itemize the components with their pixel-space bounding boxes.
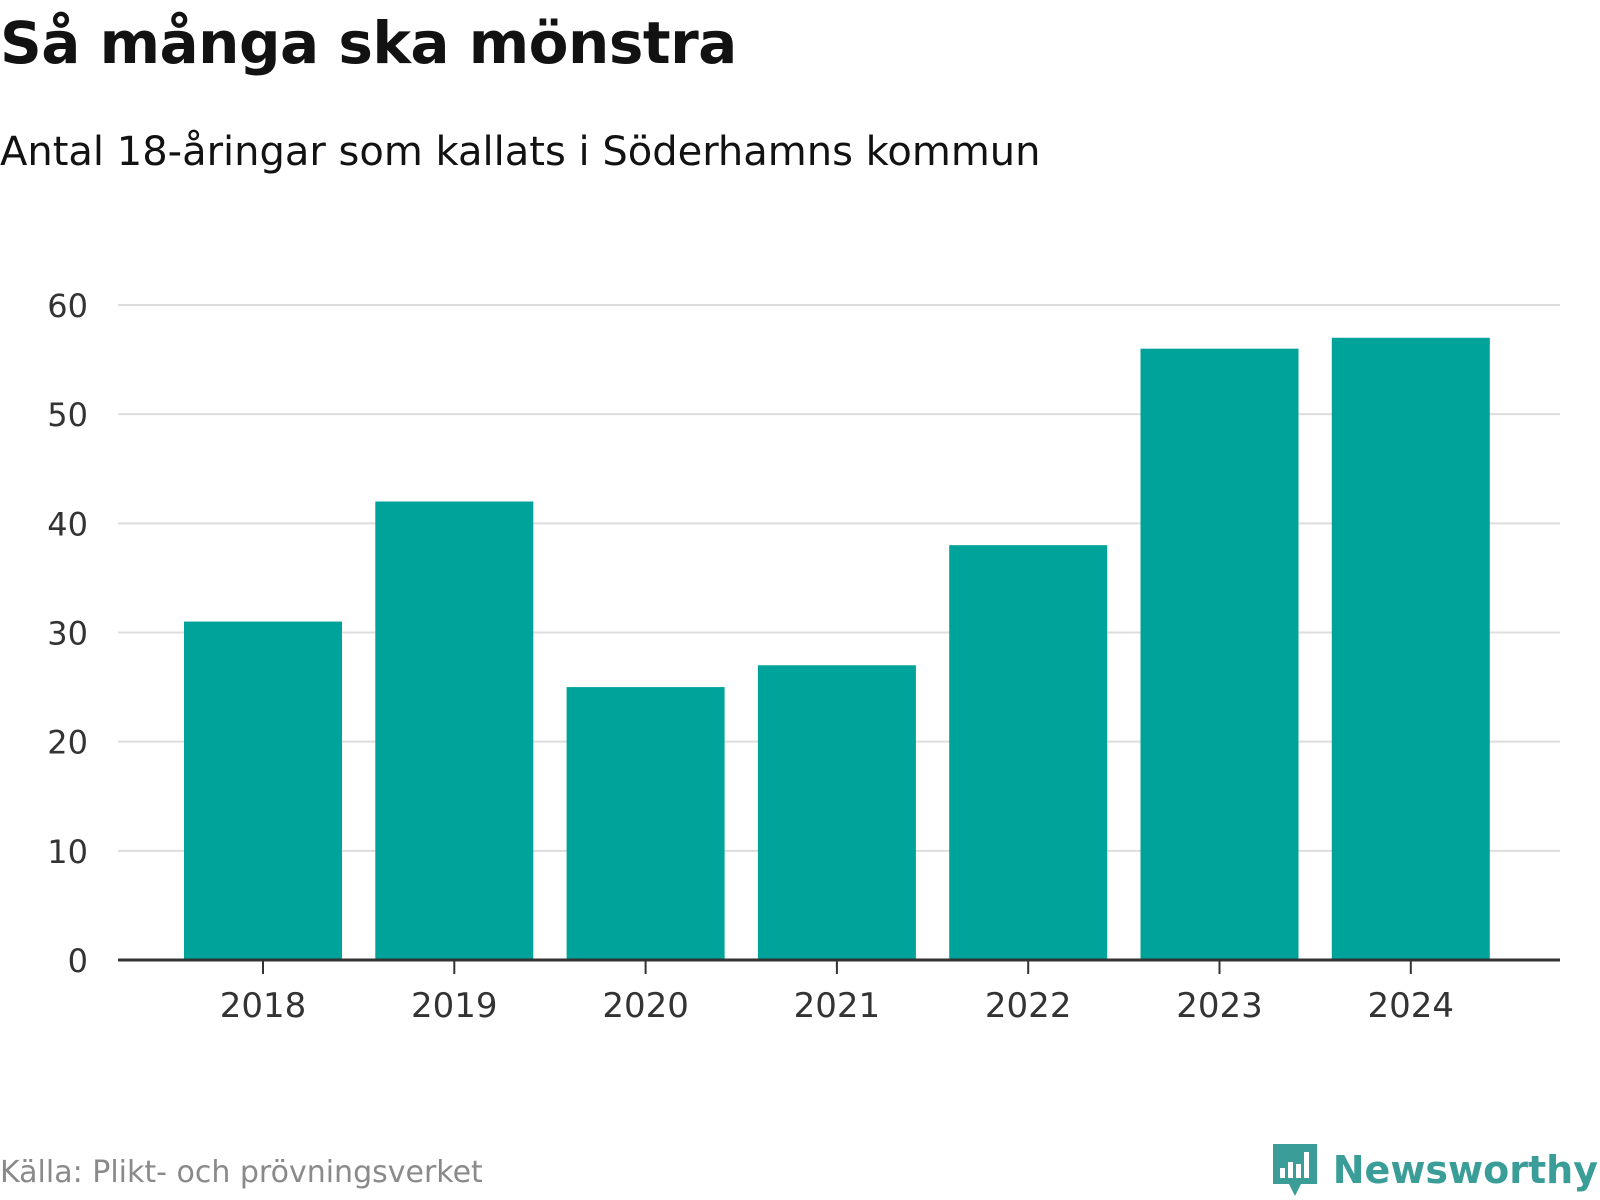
y-tick-label: 10: [47, 833, 88, 871]
bar-2021: [757, 665, 916, 960]
bar-2019: [375, 501, 534, 960]
brand-logo[interactable]: Newsworthy: [1269, 1140, 1598, 1200]
chart-subtitle: Antal 18-åringar som kallats i Söderhamn…: [0, 129, 1041, 175]
x-tick-label: 2024: [1368, 986, 1455, 1026]
y-tick-label: 60: [47, 287, 88, 325]
x-tick-label: 2023: [1176, 986, 1263, 1026]
newsworthy-logo-icon: [1272, 1144, 1317, 1196]
axes: 0 10 20 30 40 50 60 2018 2019 2020 2021 2022 2023 202…: [47, 287, 1560, 1026]
bar-2022: [949, 545, 1108, 960]
x-tick-label: 2020: [602, 986, 689, 1026]
brand-name: Newsworthy: [1332, 1148, 1598, 1192]
source-note: Källa: Plikt- och prövningsverket: [0, 1155, 483, 1190]
chart-title: Så många ska mönstra: [0, 9, 737, 77]
x-tick-label: 2021: [794, 986, 881, 1026]
y-tick-label: 50: [47, 396, 88, 434]
y-tick-label: 40: [47, 505, 88, 543]
x-tick-label: 2022: [985, 986, 1072, 1026]
bar-2024: [1331, 337, 1490, 960]
bar-2023: [1140, 348, 1299, 961]
bar-2020: [566, 687, 725, 960]
x-tick-label: 2019: [411, 986, 498, 1026]
y-tick-label: 30: [47, 615, 88, 653]
bars: [184, 337, 1490, 961]
gridlines: [118, 304, 1560, 852]
y-tick-label: 0: [68, 942, 88, 980]
x-tick-label: 2018: [220, 986, 307, 1026]
bar-2018: [184, 621, 342, 960]
y-tick-label: 20: [47, 724, 88, 762]
